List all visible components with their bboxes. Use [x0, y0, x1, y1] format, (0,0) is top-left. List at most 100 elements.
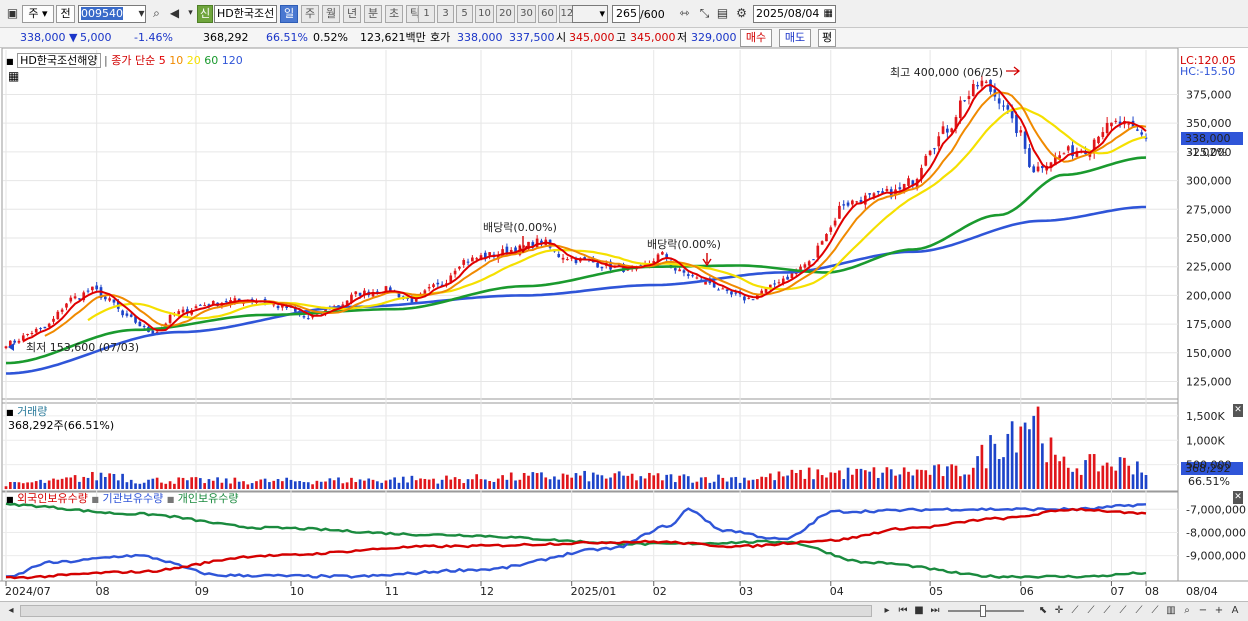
- volume-bar: [155, 477, 159, 489]
- chart-canvas[interactable]: 최고 400,000 (06/25) 최저 153,600 (07/03) 배당락(…: [0, 48, 1248, 601]
- period-tab-2[interactable]: 월: [322, 5, 340, 23]
- zoom-out-icon[interactable]: −: [1198, 605, 1208, 616]
- trend-icon-5[interactable]: ⟋: [1135, 605, 1143, 616]
- interval-custom-select[interactable]: ▾: [572, 5, 608, 23]
- calculator-icon[interactable]: ▦: [8, 69, 20, 83]
- ma-legend-20[interactable]: 20: [186, 54, 205, 67]
- volume-close-icon[interactable]: ✕: [1233, 404, 1243, 417]
- sell-button[interactable]: 매도: [779, 29, 811, 47]
- ma-legend-5[interactable]: 5: [158, 54, 170, 67]
- font-size-icon[interactable]: A: [1231, 605, 1239, 616]
- zoom-slider-thumb[interactable]: [980, 605, 986, 617]
- period-tab-1[interactable]: 주: [301, 5, 319, 23]
- interval-button-20[interactable]: 20: [496, 5, 515, 23]
- interval-button-3[interactable]: 3: [437, 5, 454, 23]
- prev-button[interactable]: 전: [56, 5, 75, 23]
- candle: [306, 318, 310, 320]
- count-input[interactable]: 265: [612, 5, 640, 23]
- candle: [1023, 131, 1027, 149]
- zoom-in-icon[interactable]: +: [1214, 605, 1224, 616]
- chart-area[interactable]: 최고 400,000 (06/25) 최저 153,600 (07/03) 배당락(…: [0, 48, 1248, 601]
- code-input[interactable]: 009540: [78, 5, 146, 23]
- bars-icon[interactable]: ▥: [1166, 605, 1176, 616]
- stock-name-field[interactable]: HD한국조선: [214, 5, 277, 23]
- interval-button-1[interactable]: 1: [418, 5, 435, 23]
- hoga-label: 호가: [430, 31, 451, 44]
- magnifier-icon[interactable]: ⌕: [1184, 605, 1190, 616]
- rewind-icon[interactable]: ⏮: [898, 605, 908, 616]
- calendar-icon[interactable]: ▦: [823, 8, 833, 19]
- volume-bar: [466, 479, 470, 489]
- volume-bar: [876, 477, 880, 489]
- trend-icon-3[interactable]: ⟋: [1103, 605, 1111, 616]
- eval-button[interactable]: 평: [818, 29, 836, 47]
- legend-individual: 개인보유수량: [177, 492, 239, 505]
- quote-bar: 338,000 ▼ 5,000 -1.46% 368,292 66.51% 0.…: [0, 28, 1248, 48]
- save-icon[interactable]: ▤: [716, 6, 729, 20]
- zoom-icon[interactable]: ⇿: [679, 6, 690, 20]
- scroll-left-icon[interactable]: ◂: [8, 605, 14, 616]
- period-tab-4[interactable]: 분: [364, 5, 382, 23]
- volume-bar: [471, 479, 474, 489]
- trend-icon-4[interactable]: ⟋: [1119, 605, 1127, 616]
- volume-bar: [751, 479, 755, 489]
- interval-button-60[interactable]: 60: [538, 5, 557, 23]
- volume-bar: [872, 467, 876, 489]
- buy-button[interactable]: 매수: [740, 29, 772, 47]
- stock-tag[interactable]: HD한국조선해양: [17, 53, 101, 68]
- scrollbar-track[interactable]: [20, 605, 872, 617]
- volume-bar: [440, 479, 444, 489]
- month-label: 03: [739, 585, 753, 598]
- volume-bar: [833, 472, 837, 489]
- high-label: 고: [616, 31, 627, 44]
- ma-legend-60[interactable]: 60: [204, 54, 222, 67]
- candle: [95, 285, 99, 290]
- ma-legend-10[interactable]: 10: [169, 54, 187, 67]
- zoom-slider[interactable]: [948, 610, 1024, 612]
- volume-bar: [363, 480, 366, 489]
- dividend-annotation-2: 배당락(0.00%): [647, 238, 721, 251]
- candle: [432, 284, 435, 288]
- interval-button-30[interactable]: 30: [517, 5, 536, 23]
- candle: [825, 234, 828, 242]
- candle: [1097, 136, 1100, 144]
- holdings-close-icon[interactable]: ✕: [1233, 491, 1243, 504]
- trend-icon-6[interactable]: ⟋: [1151, 605, 1159, 616]
- date-input[interactable]: 2025/08/04 ▦: [753, 5, 836, 23]
- volume-bar: [397, 482, 401, 489]
- window-icon[interactable]: ▣: [6, 6, 19, 20]
- period-tab-0[interactable]: 일: [280, 5, 298, 23]
- interval-button-10[interactable]: 10: [475, 5, 494, 23]
- trend-icon-2[interactable]: ⟋: [1087, 605, 1095, 616]
- volume-bar: [30, 482, 34, 489]
- period-tab-5[interactable]: 초: [385, 5, 403, 23]
- ma-legend-120[interactable]: 120: [221, 54, 243, 67]
- speaker-icon[interactable]: ◀: [169, 6, 180, 20]
- current-price-tag: 338,000: [1185, 132, 1231, 145]
- volume-bar: [1010, 421, 1014, 489]
- fast-forward-icon[interactable]: ⏭: [930, 605, 940, 616]
- speaker-dropdown-icon[interactable]: ▾: [188, 8, 193, 18]
- volume-bar: [725, 481, 729, 489]
- volume-bar: [889, 469, 893, 489]
- gear-icon[interactable]: ⚙: [736, 6, 747, 20]
- stop-icon[interactable]: ■: [914, 605, 924, 616]
- candle: [1010, 109, 1014, 119]
- code-dropdown-icon[interactable]: ▾: [138, 6, 145, 20]
- volume-bar: [639, 476, 643, 489]
- search-icon[interactable]: ⌕: [153, 6, 160, 20]
- chart-type-select[interactable]: 주 ▾: [22, 5, 54, 23]
- volume-bar: [186, 480, 189, 489]
- candle: [734, 292, 738, 294]
- trend-icon-1[interactable]: ⟋: [1071, 605, 1079, 616]
- period-tab-3[interactable]: 년: [343, 5, 361, 23]
- crosshair-icon[interactable]: ✛: [1054, 605, 1064, 616]
- candle: [872, 193, 876, 197]
- candle: [168, 314, 172, 323]
- scroll-right-icon[interactable]: ▸: [884, 605, 890, 616]
- volume-bar: [151, 478, 155, 489]
- quote-open: 345,000: [569, 31, 615, 44]
- interval-button-5[interactable]: 5: [456, 5, 473, 23]
- draw-icon[interactable]: ⤡: [699, 6, 710, 20]
- cursor-icon[interactable]: ⬉: [1038, 605, 1048, 616]
